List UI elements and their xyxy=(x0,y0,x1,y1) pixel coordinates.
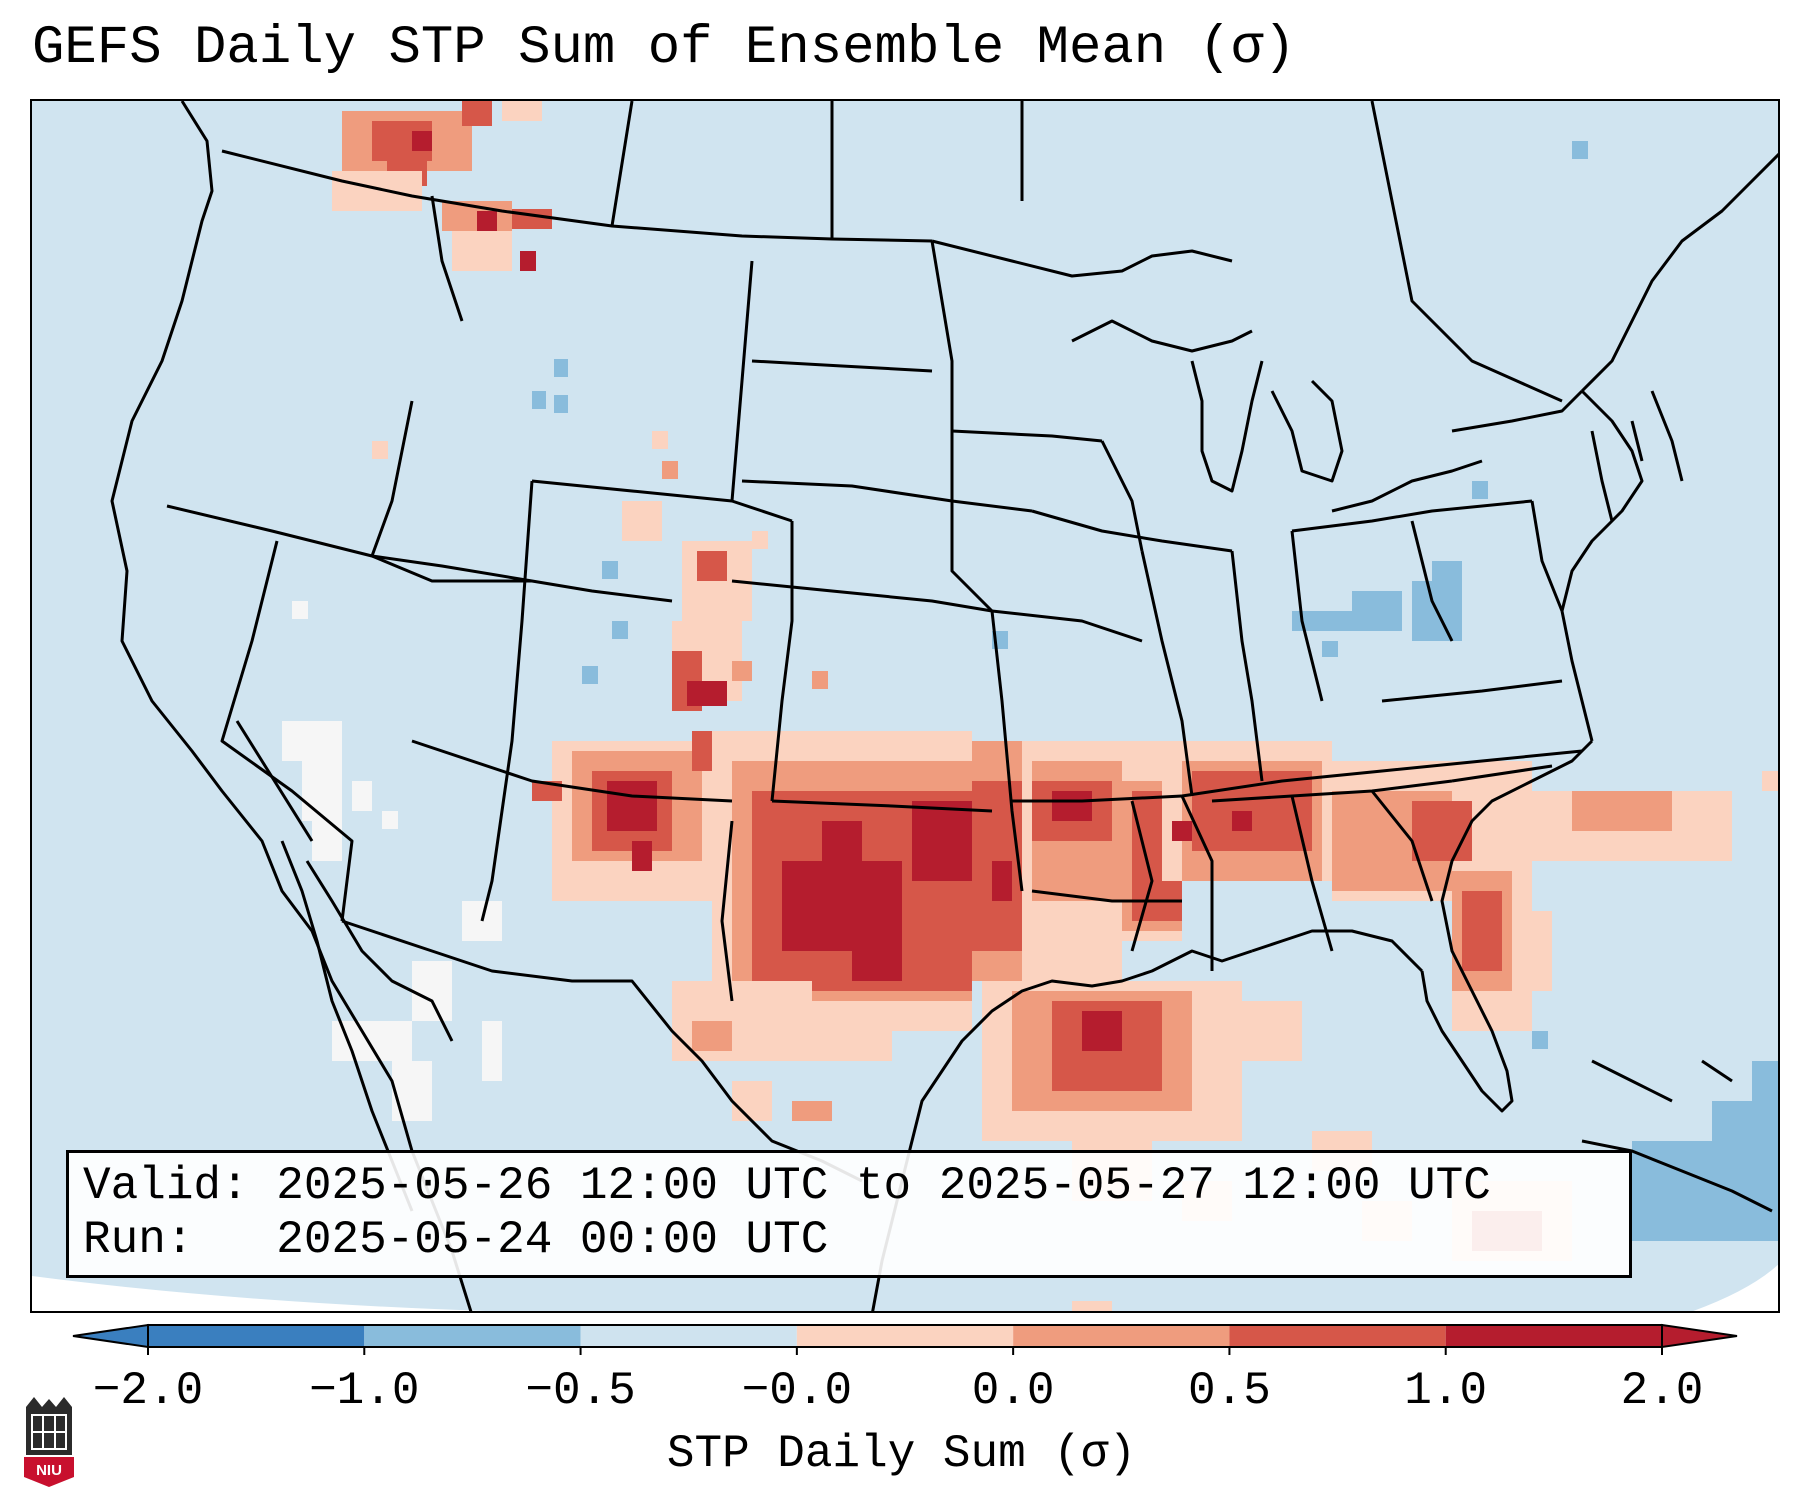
run-label: Run: xyxy=(83,1214,194,1266)
valid-run-info-box: Valid: 2025-05-26 12:00 UTC to 2025-05-2… xyxy=(66,1150,1632,1278)
colorbar-tick-label: −1.0 xyxy=(309,1365,420,1417)
colorbar-outline xyxy=(147,1324,1663,1348)
colorbar-segment xyxy=(1445,1325,1662,1347)
map-canvas xyxy=(32,101,1778,1311)
colorbar-tick-label: 0.5 xyxy=(1188,1365,1271,1417)
colorbar-segment xyxy=(580,1325,797,1347)
valid-time-range: 2025-05-26 12:00 UTC to 2025-05-27 12:00… xyxy=(276,1160,1491,1212)
colorbar-tick-label: 1.0 xyxy=(1404,1365,1488,1417)
colorbar-extend-high xyxy=(1661,1323,1738,1349)
niu-logo: NIU xyxy=(24,1397,74,1487)
colorbar-segment xyxy=(1229,1325,1446,1347)
colorbar-tick-label: 0.0 xyxy=(971,1365,1055,1417)
colorbar-tick-label: −0.0 xyxy=(741,1365,853,1417)
valid-row: Valid: 2025-05-26 12:00 UTC to 2025-05-2… xyxy=(83,1159,1629,1213)
colorbar-tick-label: 2.0 xyxy=(1620,1365,1704,1417)
colorbar-tick-label: −2.0 xyxy=(92,1365,204,1417)
map-background xyxy=(32,101,1778,1311)
colorbar xyxy=(72,1323,1738,1355)
colorbar-segment xyxy=(796,1325,1014,1347)
run-time: 2025-05-24 00:00 UTC xyxy=(276,1214,829,1266)
colorbar-segment xyxy=(364,1325,581,1347)
colorbar-segment xyxy=(148,1325,365,1347)
run-row: Run: 2025-05-24 00:00 UTC xyxy=(83,1213,1629,1267)
valid-label: Valid: xyxy=(83,1160,249,1212)
stp-anomaly-shading xyxy=(282,101,1778,1311)
colorbar-tick-label: −0.5 xyxy=(525,1365,636,1417)
map-panel xyxy=(30,99,1780,1313)
colorbar-segments xyxy=(72,1323,1738,1355)
projection-edge-right xyxy=(1693,1264,1778,1311)
colorbar-label: STP Daily Sum (σ) xyxy=(666,1428,1137,1480)
projection-edge xyxy=(32,1276,487,1311)
colorbar-segment xyxy=(1013,1325,1230,1347)
logo-text: NIU xyxy=(36,1462,62,1479)
colorbar-extend-low xyxy=(72,1323,149,1349)
map-title: GEFS Daily STP Sum of Ensemble Mean (σ) xyxy=(32,18,1296,79)
boundaries xyxy=(110,101,1778,1311)
